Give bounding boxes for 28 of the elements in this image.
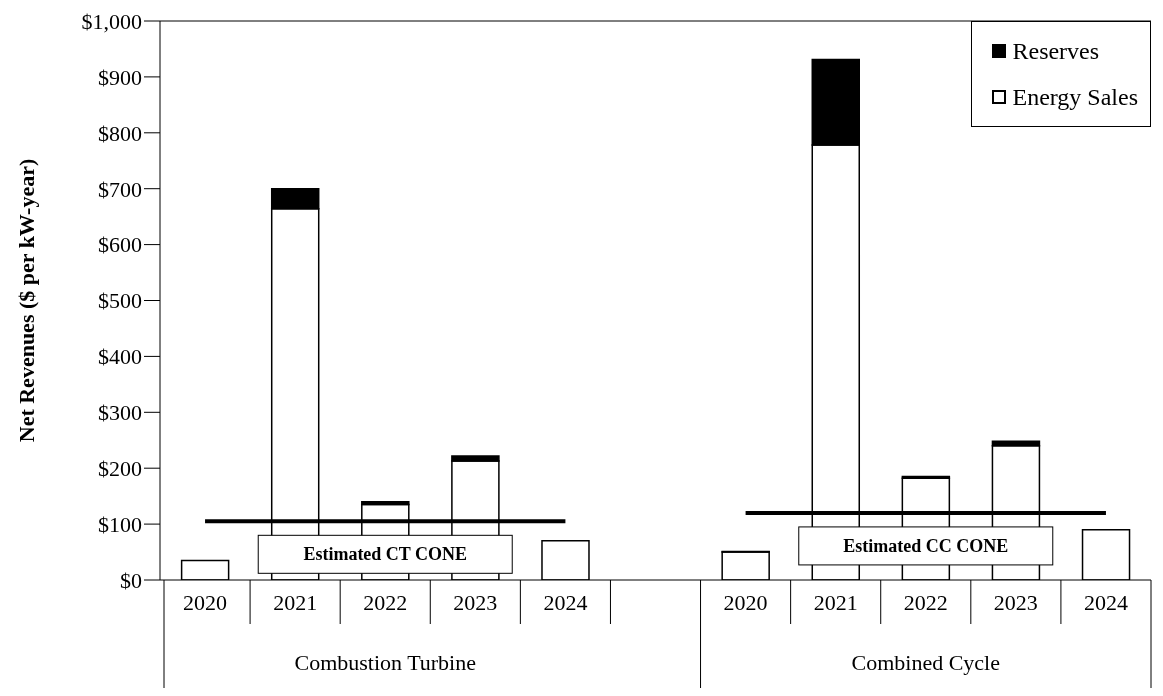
ref-line-label: Estimated CC CONE	[843, 535, 1009, 556]
x-tick-label: 2020	[183, 590, 228, 615]
x-tick-label: 2024	[543, 590, 588, 615]
y-tick-label: $500	[98, 288, 142, 314]
y-tick-label: $300	[98, 400, 142, 426]
y-tick-label: $900	[98, 64, 142, 90]
y-tick-label: $200	[98, 456, 142, 482]
y-tick-label: $800	[98, 120, 142, 146]
y-tick-label: $600	[98, 232, 142, 258]
x-tick-label: 2021	[273, 590, 318, 615]
y-tick-label: $1,000	[81, 8, 142, 34]
legend-label: Reserves	[1012, 37, 1100, 65]
y-axis-title: Net Revenues ($ per kW-year)	[13, 158, 39, 443]
x-tick-label: 2022	[903, 590, 948, 615]
legend-label: Energy Sales	[1012, 83, 1138, 111]
x-tick-label: 2023	[993, 590, 1038, 615]
y-tick-label: $100	[98, 511, 142, 537]
x-tick-label: 2021	[813, 590, 858, 615]
x-tick-label: 2023	[453, 590, 498, 615]
x-tick-label: 2020	[723, 590, 768, 615]
y-tick-label: $0	[120, 567, 142, 593]
x-tick-label: 2024	[1083, 590, 1128, 615]
y-tick-label: $400	[98, 344, 142, 370]
ref-line-label: Estimated CT CONE	[303, 544, 468, 565]
y-tick-label: $700	[98, 176, 142, 202]
text: Combined Cycle	[851, 650, 1001, 675]
text: Combustion Turbine	[294, 650, 476, 675]
x-tick-label: 2022	[363, 590, 408, 615]
